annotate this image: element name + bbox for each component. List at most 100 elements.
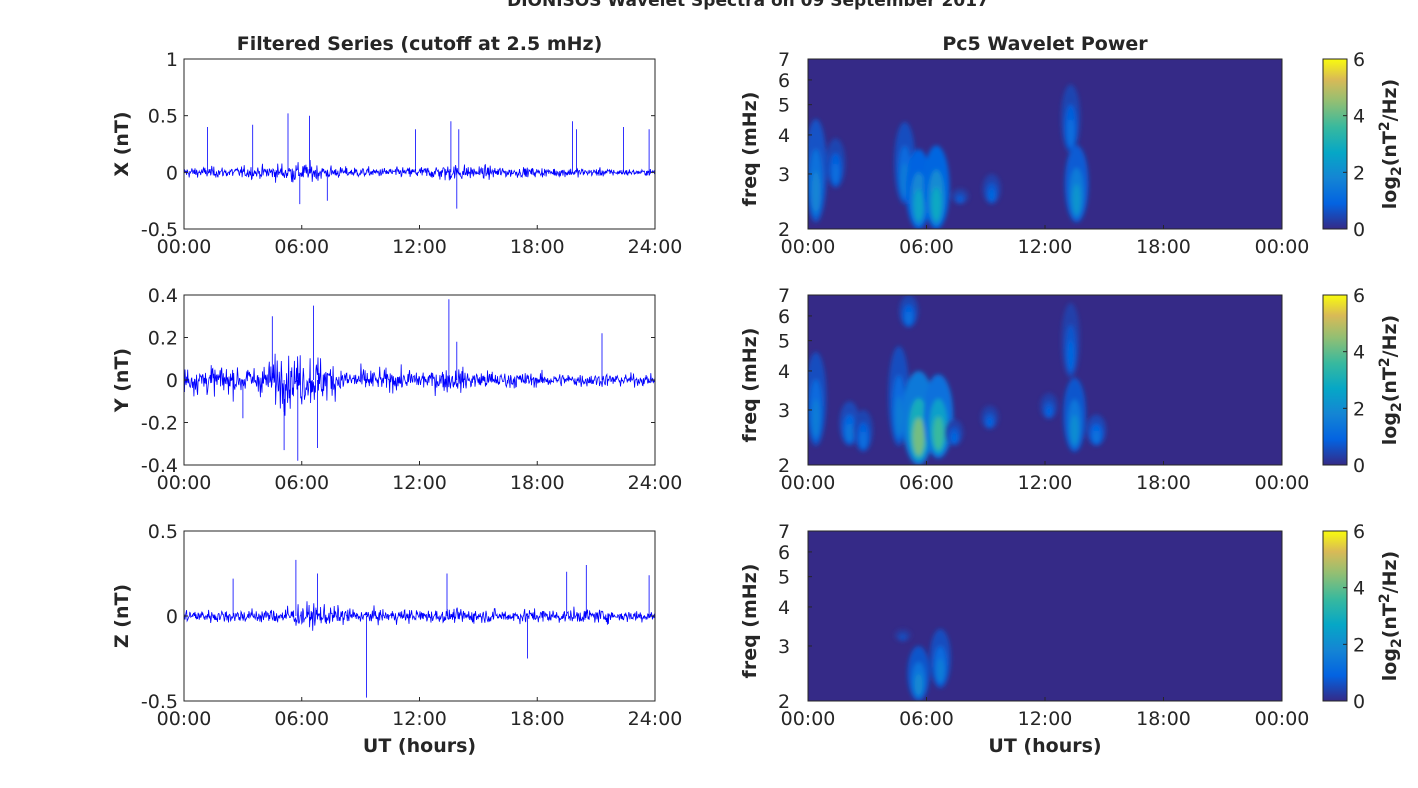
y-tick-label: 5: [778, 331, 790, 353]
colorbar-tick-label: 4: [1353, 578, 1365, 600]
x-tick-label: 00:00: [1255, 472, 1310, 494]
y-axis-label: Z (nT): [111, 584, 133, 648]
series-panel-0: -0.5 0 0.5 1 00:00 06:00 12:00 18:00 24:00 X (nT)…: [111, 33, 682, 258]
x-tick-label: 18:00: [510, 472, 565, 494]
figure-suptitle: DIONISOS Wavelet Spectra on 09 September…: [507, 0, 989, 11]
y-tick-label: -0.5: [141, 219, 178, 241]
power-blob-peak: [845, 423, 854, 442]
colorbar-gradient: [1322, 294, 1348, 466]
x-axis-label: UT (hours): [988, 735, 1101, 757]
colorbar-label-part: (nT: [1379, 131, 1401, 166]
x-tick-label: 12:00: [392, 472, 447, 494]
x-tick-label: 12:00: [1018, 708, 1073, 730]
power-blob-peak: [1092, 430, 1100, 443]
x-tick-label: 24:00: [628, 236, 683, 258]
y-axis-label: X (nT): [111, 111, 133, 176]
colorbar-gradient: [1322, 530, 1348, 702]
x-tick-label: 06:00: [899, 708, 954, 730]
x-tick-label: 12:00: [392, 236, 447, 258]
power-blob-peak: [914, 189, 924, 222]
power-blob-peak: [1045, 406, 1053, 417]
x-tick-label: 18:00: [1136, 472, 1191, 494]
power-blob-peak: [905, 311, 913, 325]
colorbar-tick-label: 2: [1353, 634, 1365, 656]
y-axis-label: Y (nT): [111, 348, 133, 413]
y-tick-label: 6: [778, 70, 790, 92]
series-panel-2: -0.5 0 0.5 00:00 06:00 12:00 18:00 24:00 Z (nT) U…: [111, 521, 682, 757]
x-tick-label: 06:00: [899, 236, 954, 258]
y-tick-label: 4: [778, 361, 790, 383]
power-blob-peak: [986, 417, 993, 428]
heatmap-blobs: [894, 628, 951, 701]
colorbar-tick-label: 0: [1353, 219, 1365, 241]
x-tick-label: 00:00: [157, 472, 212, 494]
colorbar-tick-label: 6: [1353, 49, 1365, 71]
x-axis-label: UT (hours): [363, 735, 476, 757]
colorbar-label-part: /Hz): [1379, 551, 1401, 594]
x-tick-label: 18:00: [1136, 236, 1191, 258]
colorbar-tick-label: 0: [1353, 455, 1365, 477]
y-tick-label: 0.5: [148, 106, 178, 128]
x-tick-label: 24:00: [628, 708, 683, 730]
colorbar-label-part: log: [1379, 176, 1401, 209]
x-tick-label: 06:00: [274, 472, 329, 494]
y-tick-label: 7: [778, 521, 790, 543]
y-tick-label: 0.4: [148, 285, 178, 307]
x-tick-label: 06:00: [899, 472, 954, 494]
colorbar-label: log2(nT2/Hz): [1377, 551, 1405, 681]
x-tick-label: 12:00: [392, 708, 447, 730]
y-axis-label: freq (mHz): [739, 564, 761, 679]
heatmap-background: [808, 59, 1282, 229]
y-tick-label: 0: [166, 370, 178, 392]
colorbar-tick-label: 4: [1353, 342, 1365, 364]
y-tick-label: 5: [778, 567, 790, 589]
colorbar-tick-label: 2: [1353, 398, 1365, 420]
power-blob-peak: [914, 673, 923, 696]
x-tick-label: 00:00: [157, 708, 212, 730]
y-axis-label: freq (mHz): [739, 92, 761, 207]
series-panel-1: -0.4 -0.2 0 0.2 0.4 00:00 06:00 12:00 18:00 24:00…: [111, 285, 682, 494]
x-tick-label: 00:00: [781, 708, 836, 730]
x-tick-label: 06:00: [274, 236, 329, 258]
power-blob-peak: [832, 163, 840, 184]
x-tick-label: 06:00: [274, 708, 329, 730]
colorbar-label-part: 2: [1389, 638, 1405, 648]
colorbar-label-part: /Hz): [1379, 315, 1401, 358]
colorbar-label-part: 2: [1377, 121, 1393, 131]
colorbar-gradient: [1322, 58, 1348, 230]
y-tick-label: 6: [778, 306, 790, 328]
series-line: [184, 299, 655, 461]
power-blob-peak: [1070, 414, 1079, 445]
y-tick-label: 1: [166, 49, 178, 71]
power-blob-peak: [1067, 118, 1075, 147]
colorbar-label-part: (nT: [1379, 603, 1401, 638]
colorbar-label-part: 2: [1389, 166, 1405, 176]
x-tick-label: 12:00: [1018, 472, 1073, 494]
colorbar-label: log2(nT2/Hz): [1377, 315, 1405, 445]
y-tick-label: 2: [778, 219, 790, 241]
power-blob-peak: [933, 416, 944, 450]
power-blob-peak: [859, 431, 867, 448]
y-tick-label: -0.5: [141, 691, 178, 713]
power-blob-peak: [931, 187, 941, 221]
colorbar-tick-label: 4: [1353, 106, 1365, 128]
y-tick-label: 5: [778, 95, 790, 117]
power-blob-peak: [1072, 183, 1081, 215]
colorbar-label-part: log: [1379, 648, 1401, 681]
x-tick-label: 00:00: [1255, 236, 1310, 258]
colorbar-tick-label: 2: [1353, 162, 1365, 184]
power-blob-peak: [899, 635, 906, 641]
y-tick-label: 7: [778, 49, 790, 71]
x-tick-label: 18:00: [1136, 708, 1191, 730]
colorbar-tick-label: 0: [1353, 691, 1365, 713]
x-tick-label: 00:00: [157, 236, 212, 258]
colorbar-tick-label: 6: [1353, 285, 1365, 307]
y-tick-label: 0.5: [148, 521, 178, 543]
series-line: [184, 113, 655, 209]
heatmap-background: [808, 531, 1282, 701]
x-tick-label: 18:00: [510, 708, 565, 730]
